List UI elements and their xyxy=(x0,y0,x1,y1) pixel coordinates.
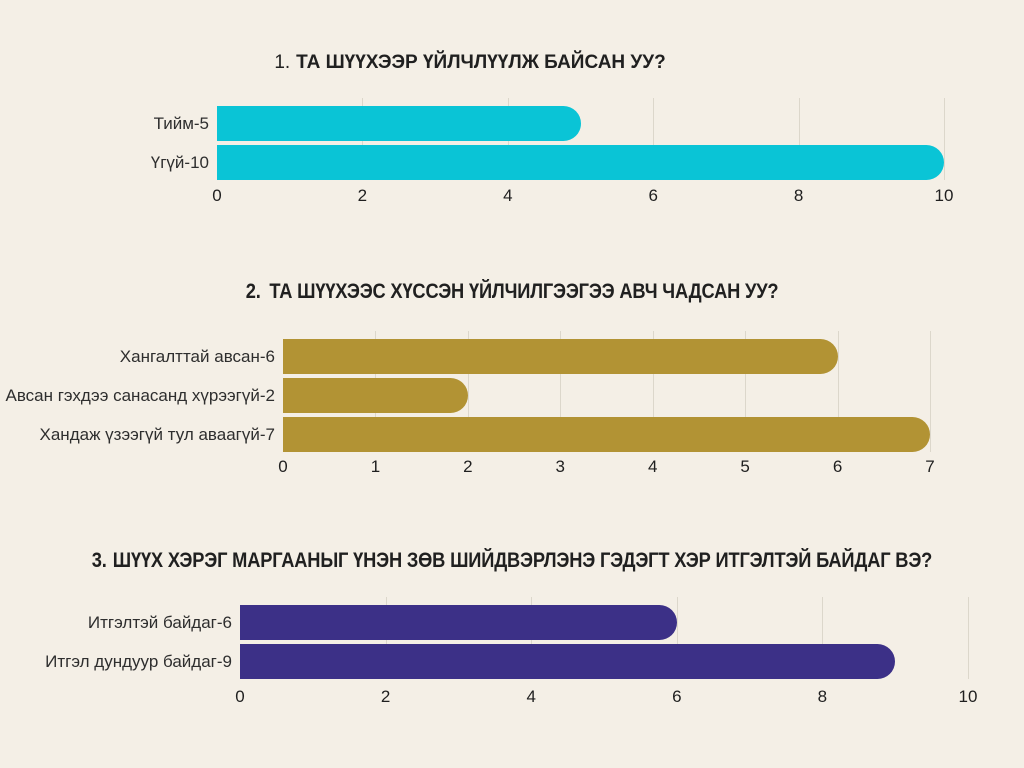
gridline xyxy=(930,331,931,452)
bar-row xyxy=(283,417,930,452)
plot-area xyxy=(240,597,969,679)
bar-row xyxy=(283,339,930,374)
x-tick-label: 6 xyxy=(672,687,682,706)
x-tick-label: 0 xyxy=(278,457,288,476)
gridline xyxy=(385,597,387,679)
category-label: Авсан гэхдээ санасанд хүрээгүй-2 xyxy=(5,386,275,405)
chart-title: 2. ТА ШҮҮХЭЭС ХҮССЭН ҮЙЛЧИЛГЭЭГЭЭ АВЧ ЧАД… xyxy=(0,280,1024,304)
x-axis: 0 2 4 6 8 10 xyxy=(235,687,977,709)
x-axis: 0 2 4 6 8 10 xyxy=(212,186,953,208)
gridline xyxy=(507,98,509,180)
bar xyxy=(283,417,930,452)
gridline xyxy=(745,331,747,452)
x-tick-label: 0 xyxy=(212,186,222,205)
x-tick-label: 5 xyxy=(740,457,750,476)
chart-title: 1. ТА ШҮҮХЭЭР ҮЙЛЧЛҮҮЛЖ БАЙСАН УУ? xyxy=(0,52,940,74)
category-label: Хандаж үзээгүй тул аваагүй-7 xyxy=(39,425,275,444)
x-axis: 0 1 2 3 4 5 6 7 xyxy=(278,457,934,479)
category-label: Итгэл дундуур байдаг-9 xyxy=(45,652,232,671)
bar xyxy=(240,605,677,640)
x-tick-label: 8 xyxy=(817,687,828,706)
category-label: Хангалттай авсан-6 xyxy=(119,347,275,366)
chart-title-wrap: 1. ТА ШҮҮХЭЭР ҮЙЛЧЛҮҮЛЖ БАЙСАН УУ? xyxy=(274,52,665,74)
plot-area xyxy=(283,331,931,452)
gridline xyxy=(837,331,839,452)
category-label: Тийм-5 xyxy=(153,114,209,133)
bar-row xyxy=(283,378,930,413)
x-tick-label: 2 xyxy=(380,687,391,706)
x-tick-label: 10 xyxy=(958,687,978,706)
x-tick-label: 1 xyxy=(370,457,381,476)
gridline xyxy=(375,331,377,452)
chart-title-wrap: 2. ТА ШҮҮХЭЭС ХҮССЭН ҮЙЛЧИЛГЭЭГЭЭ АВЧ ЧАД… xyxy=(246,280,779,304)
gridline xyxy=(968,597,969,679)
gridline xyxy=(362,98,364,180)
gridline xyxy=(798,98,800,180)
category-label: Үгүй-10 xyxy=(150,153,209,172)
chart-number: 1. xyxy=(274,52,291,73)
x-tick-label: 4 xyxy=(647,457,658,476)
x-tick-label: 6 xyxy=(648,186,658,205)
gridline xyxy=(822,597,824,679)
bar xyxy=(283,339,838,374)
chart-title-wrap: 3. ШҮҮХ ХЭРЭГ МАРГААНЫГ ҮНЭН ЗӨВ ШИЙДВЭРЛ… xyxy=(91,549,933,573)
gridline xyxy=(560,331,562,452)
x-tick-label: 2 xyxy=(357,186,368,205)
x-tick-label: 4 xyxy=(526,687,536,706)
chart-title-text: ТА ШҮҮХЭЭС ХҮССЭН ҮЙЛЧИЛГЭЭГЭЭ АВЧ ЧАДСА… xyxy=(269,280,779,303)
chart-title-text: ШҮҮХ ХЭРЭГ МАРГААНЫГ ҮНЭН ЗӨВ ШИЙДВЭРЛЭН… xyxy=(112,549,933,572)
gridline xyxy=(676,597,678,679)
bar xyxy=(240,644,896,679)
gridline xyxy=(531,597,533,679)
chart-number: 2. xyxy=(245,280,261,303)
bar-row xyxy=(240,605,968,640)
bar-row xyxy=(217,106,944,141)
bar xyxy=(283,378,468,413)
x-tick-label: 8 xyxy=(793,186,804,205)
x-tick-label: 0 xyxy=(235,687,245,706)
bar-row xyxy=(240,644,968,679)
gridline xyxy=(652,331,654,452)
category-labels: Итгэлтэй байдаг-6 Итгэл дундуур байдаг-9 xyxy=(0,605,232,679)
gridline xyxy=(944,98,945,180)
x-tick-label: 7 xyxy=(925,457,935,476)
bar xyxy=(217,145,944,180)
bar-row xyxy=(217,145,944,180)
x-tick-label: 2 xyxy=(463,457,473,476)
x-tick-label: 3 xyxy=(555,457,566,476)
x-tick-label: 10 xyxy=(934,186,954,205)
bar xyxy=(217,106,581,141)
x-tick-label: 6 xyxy=(832,457,843,476)
category-labels: Тийм-5 Үгүй-10 xyxy=(0,106,209,180)
gridline xyxy=(653,98,655,180)
category-label: Итгэлтэй байдаг-6 xyxy=(87,613,232,632)
chart-title: 3. ШҮҮХ ХЭРЭГ МАРГААНЫГ ҮНЭН ЗӨВ ШИЙДВЭРЛ… xyxy=(0,549,1024,573)
plot-area xyxy=(217,98,945,180)
category-labels: Хангалттай авсан-6 Авсан гэхдээ санасанд … xyxy=(0,339,275,452)
gridline xyxy=(467,331,469,452)
chart-number: 3. xyxy=(91,549,107,572)
x-tick-label: 4 xyxy=(503,186,513,205)
chart-title-text: ТА ШҮҮХЭЭР ҮЙЛЧЛҮҮЛЖ БАЙСАН УУ? xyxy=(296,52,666,73)
